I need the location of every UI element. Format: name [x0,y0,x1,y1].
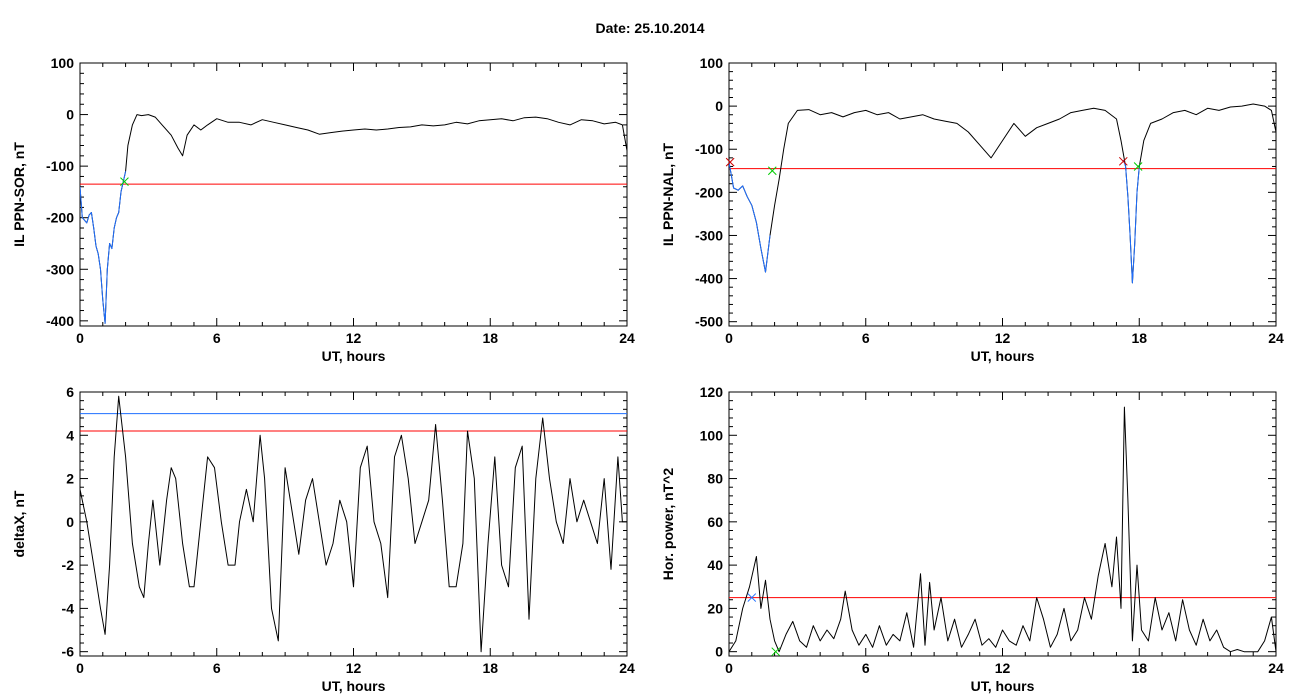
event-marker-stroke [747,593,757,602]
x-tick-label: 12 [995,330,1011,346]
y-tick-label: -400 [46,313,74,329]
series-line [729,406,1276,653]
event-marker-stroke [120,177,129,186]
highlight-series-line [80,171,127,324]
y-axis-label: IL PPN-SOR, nT [11,142,27,247]
x-tick-label: 18 [1131,330,1147,346]
y-tick-label: 2 [66,471,74,487]
series-line [80,114,627,324]
highlight-series-line [1122,159,1140,284]
plot-data [729,103,1276,284]
x-tick-label: 0 [725,660,733,676]
x-tick-label: 12 [346,330,362,346]
x-tick-label: 24 [1268,660,1284,676]
y-tick-label: 60 [707,514,723,530]
plot-frame [79,62,628,327]
event-marker [120,177,129,186]
y-tick-label: 0 [66,107,74,123]
y-tick-label: 80 [707,471,723,487]
x-tick-label: 12 [995,660,1011,676]
event-marker-stroke [725,157,735,167]
panel-il-ppn-nal: 0 6 12 18 24 -500 -400 -300 -200 -100 0 100 UT, hour… [660,55,1284,364]
panel-hor-power: 0 6 12 18 24 0 20 40 60 80 100 120 UT, hours Hor. pow… [660,384,1284,694]
y-tick-label: -500 [695,314,723,330]
x-tick-label: 24 [619,660,635,676]
y-axis-label: IL PPN-NAL, nT [660,142,676,246]
y-tick-label: -200 [46,210,74,226]
x-tick-label: 6 [862,660,870,676]
event-marker [771,647,781,657]
x-tick-label: 18 [482,330,498,346]
event-marker-stroke [767,166,777,176]
x-axis-label: UT, hours [971,348,1035,364]
y-tick-label: -300 [46,261,74,277]
y-axis-label: Hor. power, nT^2 [660,468,676,581]
y-axis-label: deltaX, nT [11,490,27,557]
plot-frame [79,391,628,657]
event-marker [1118,156,1128,166]
x-axis-label: UT, hours [322,348,386,364]
x-tick-label: 18 [482,660,498,676]
x-tick-label: 24 [1268,330,1284,346]
y-tick-label: 4 [66,427,74,443]
plot-data [80,114,627,324]
event-marker-stroke [1133,162,1143,171]
plot-frame [728,62,1277,327]
series-line [80,395,627,653]
y-tick-label: -2 [62,557,75,573]
x-tick-label: 0 [76,330,84,346]
x-tick-label: 12 [346,660,362,676]
y-tick-label: -6 [62,644,75,660]
y-tick-label: 0 [715,98,723,114]
y-tick-label: 120 [700,384,724,400]
y-tick-label: -4 [62,600,75,616]
y-tick-label: -200 [695,184,723,200]
y-tick-label: 100 [51,55,75,71]
y-tick-label: -100 [46,158,74,174]
plot-data [729,406,1276,653]
page-title: Date: 25.10.2014 [595,20,705,36]
panel-il-ppn-sor: 0 6 12 18 24 -400 -300 -200 -100 0 100 UT, hours IL … [11,55,635,364]
y-tick-label: 100 [700,55,724,71]
y-tick-label: 100 [700,427,724,443]
x-tick-label: 18 [1131,660,1147,676]
x-tick-label: 6 [213,660,221,676]
plot-data [80,395,627,653]
x-tick-label: 6 [213,330,221,346]
y-tick-label: -400 [695,271,723,287]
y-tick-label: 40 [707,557,723,573]
y-tick-label: -300 [695,227,723,243]
x-axis-label: UT, hours [971,678,1035,694]
y-tick-label: 0 [66,514,74,530]
event-marker [1133,162,1143,171]
series-line [729,103,1276,284]
y-tick-label: 20 [707,600,723,616]
x-tick-label: 0 [725,330,733,346]
highlight-series-line [729,162,771,273]
event-marker-stroke [771,647,781,657]
event-marker [725,157,735,167]
y-tick-label: 6 [66,384,74,400]
x-tick-label: 0 [76,660,84,676]
y-tick-label: 0 [715,644,723,660]
y-tick-label: -100 [695,141,723,157]
event-marker [747,593,757,602]
x-axis-label: UT, hours [322,678,386,694]
x-tick-label: 6 [862,330,870,346]
event-marker [767,166,777,176]
event-marker-stroke [1118,156,1128,166]
x-tick-label: 24 [619,330,635,346]
plot-frame [728,391,1277,657]
